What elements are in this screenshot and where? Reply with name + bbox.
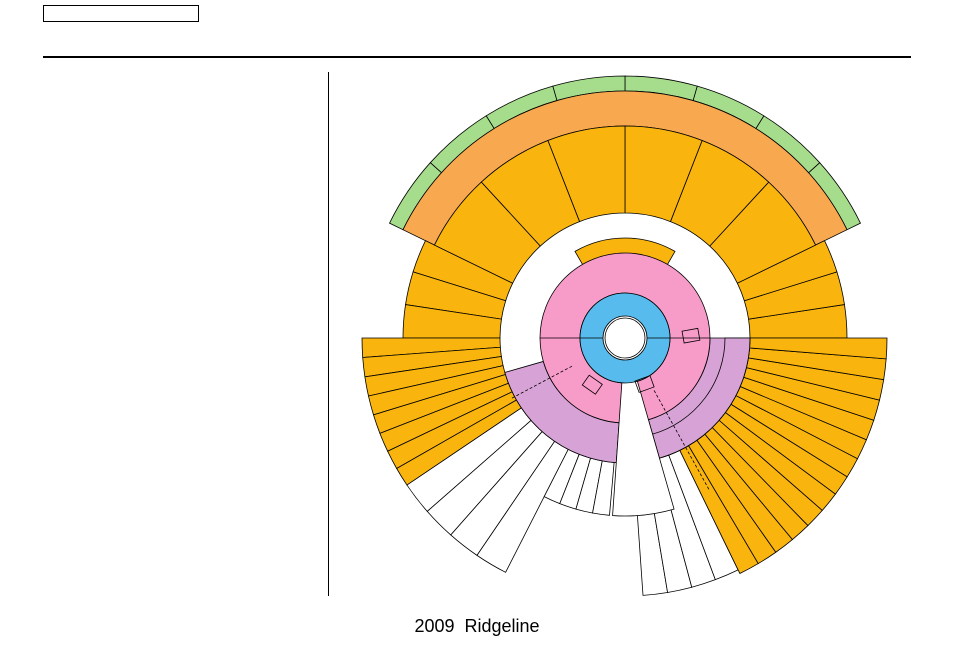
left-panel bbox=[43, 72, 328, 596]
top-rule bbox=[43, 56, 911, 58]
rectangle-marker bbox=[681, 327, 701, 344]
diagram-extras bbox=[510, 317, 711, 492]
blue-sector-61[interactable] bbox=[579, 292, 671, 384]
dashed-guide-line bbox=[510, 365, 573, 400]
navigation-box[interactable] bbox=[43, 5, 199, 22]
footer-model-label: 2009 Ridgeline bbox=[414, 616, 540, 636]
center-circle[interactable] bbox=[604, 317, 646, 359]
menu-map-diagram bbox=[361, 75, 888, 596]
amber-sector-20[interactable] bbox=[433, 181, 541, 284]
rectangle-marker bbox=[581, 374, 603, 395]
diagram-sectors bbox=[361, 75, 888, 596]
rectangle-marker bbox=[634, 375, 655, 393]
dashed-guide-line bbox=[653, 390, 711, 492]
lavender-sector-58[interactable] bbox=[652, 337, 751, 459]
divider-line bbox=[328, 72, 329, 596]
